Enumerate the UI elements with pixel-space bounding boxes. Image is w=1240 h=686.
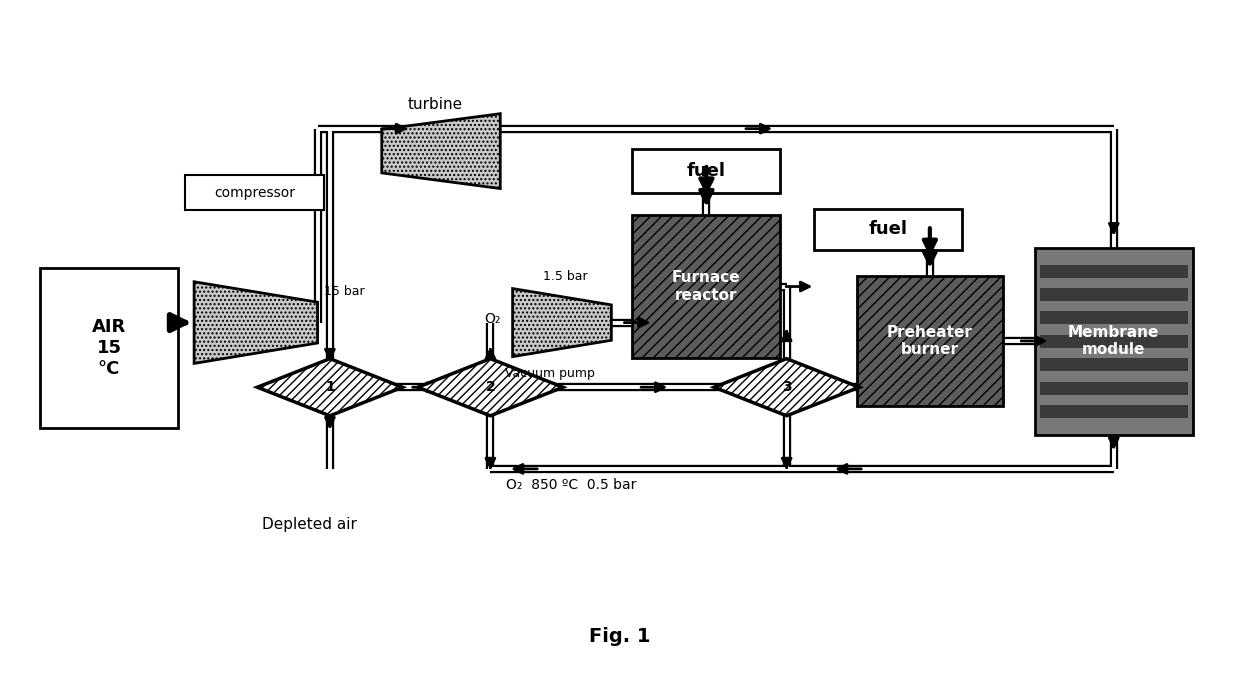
Text: fuel: fuel — [868, 220, 908, 238]
Polygon shape — [418, 359, 563, 416]
Bar — [1039, 358, 1188, 371]
Text: turbine: turbine — [407, 97, 463, 112]
Text: 2: 2 — [486, 380, 495, 394]
Bar — [40, 268, 179, 428]
Text: Fig. 1: Fig. 1 — [589, 628, 651, 646]
Text: fuel: fuel — [687, 162, 725, 180]
Text: Vacuum pump: Vacuum pump — [505, 367, 594, 380]
Text: Membrane
module: Membrane module — [1068, 325, 1159, 357]
Text: 3: 3 — [782, 380, 791, 394]
Bar — [1034, 248, 1193, 435]
Text: 15 bar: 15 bar — [324, 285, 365, 298]
Polygon shape — [714, 359, 859, 416]
Text: O₂  850 ºC  0.5 bar: O₂ 850 ºC 0.5 bar — [506, 477, 637, 492]
Bar — [632, 149, 780, 193]
Polygon shape — [382, 114, 500, 189]
Bar — [813, 209, 962, 250]
Text: 1: 1 — [325, 380, 335, 394]
Text: Furnace
reactor: Furnace reactor — [672, 270, 740, 303]
Bar — [632, 215, 780, 358]
Bar — [186, 175, 324, 211]
Text: Depleted air: Depleted air — [262, 517, 357, 532]
Text: Preheater
burner: Preheater burner — [887, 324, 973, 357]
Bar — [1039, 381, 1188, 394]
Text: AIR
15
°C: AIR 15 °C — [92, 318, 126, 378]
Text: O₂: O₂ — [484, 312, 500, 326]
Polygon shape — [195, 282, 317, 364]
Polygon shape — [258, 359, 403, 416]
Bar — [1039, 311, 1188, 324]
Polygon shape — [512, 289, 611, 357]
Text: compressor: compressor — [215, 186, 295, 200]
Text: 1.5 bar: 1.5 bar — [543, 270, 588, 283]
Bar — [1039, 288, 1188, 301]
Bar — [1039, 335, 1188, 348]
Bar — [857, 276, 1003, 405]
Bar — [1039, 405, 1188, 418]
Bar — [1039, 265, 1188, 278]
